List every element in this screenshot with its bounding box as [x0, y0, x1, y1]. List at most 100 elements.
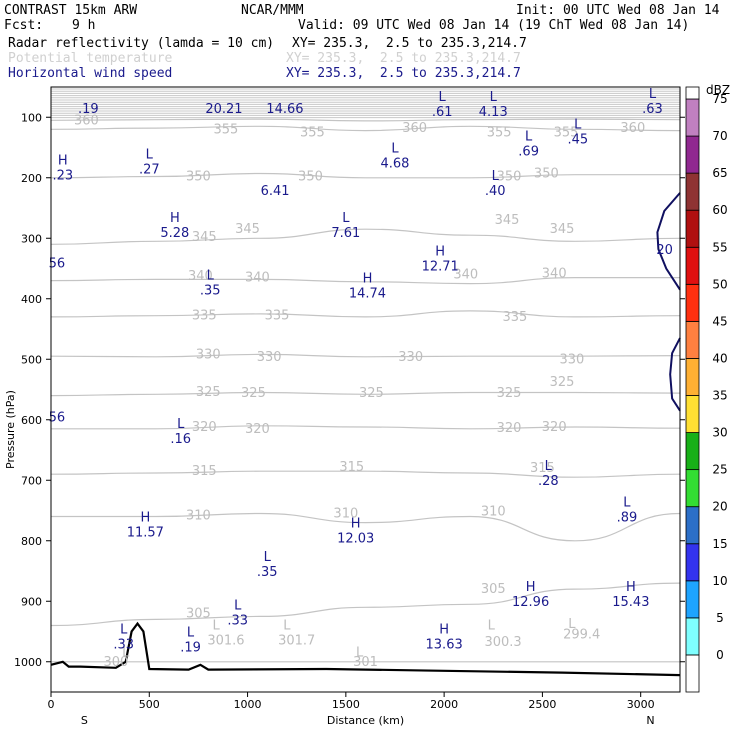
colorbar-segment — [685, 320, 700, 359]
wind-speed-value: .28 — [538, 474, 559, 489]
theta-label: 350 — [534, 167, 559, 182]
wind-speed-value: .27 — [139, 163, 160, 178]
wind-extremum-marker: H — [626, 580, 636, 595]
wind-extremum-marker: H — [363, 272, 373, 287]
axes: 100 200 300 400 500 600 700 800 900 1000 0 500 1000 1… — [4, 111, 685, 727]
theta-label: 301.6 — [207, 634, 244, 649]
theta-label: 305 — [186, 606, 211, 621]
theta-contour-330 — [50, 353, 681, 358]
x-axis-label: Distance (km) — [327, 714, 404, 727]
wind-speed-value: .19 — [78, 102, 99, 117]
colorbar-label: 45 — [712, 314, 727, 328]
theta-label: 355 — [214, 122, 239, 137]
theta-label: 315 — [530, 461, 555, 476]
colorbar-label: 0 — [716, 648, 724, 662]
field-wind-name: Horizontal wind speed — [8, 66, 173, 81]
wind-speed-value: .69 — [518, 144, 539, 159]
wind-speed-value: .16 — [170, 432, 191, 447]
x-tick-label: 1000 — [234, 698, 262, 711]
wind-extremum-marker: L — [490, 90, 498, 105]
model-title: CONTRAST 15km ARW — [4, 3, 138, 18]
colorbar-segment — [685, 246, 700, 285]
theta-label: 301 — [353, 655, 378, 670]
theta-contours — [50, 88, 681, 663]
wind-speed-value: .33 — [227, 613, 248, 628]
theta-label: 310 — [481, 505, 506, 520]
wind-speed-value: 56 — [49, 256, 66, 271]
theta-contour-360 — [50, 118, 681, 122]
wind-extremum-marker: H — [170, 211, 180, 226]
south-label: S — [81, 714, 88, 727]
reflectivity-contours: 20 — [656, 192, 681, 412]
colorbar-segment — [685, 469, 700, 508]
reflectivity-contour — [669, 337, 681, 412]
wind-speed-value: 20.21 — [205, 102, 242, 117]
wind-speed-value: 56 — [49, 411, 66, 426]
wind-speed-value: .61 — [432, 105, 453, 120]
colorbar-label: 20 — [712, 500, 727, 514]
theta-label: 330 — [257, 350, 282, 365]
wind-speed-value: 12.03 — [337, 532, 374, 547]
wind-extremum-marker: L — [525, 129, 533, 144]
wind-extremum-marker: L — [207, 269, 215, 284]
y-tick-label: 600 — [21, 414, 42, 427]
theta-contour-345 — [50, 228, 681, 245]
theta-label: 340 — [542, 266, 567, 281]
theta-extremum: L — [283, 618, 291, 633]
theta-label: 335 — [265, 309, 290, 324]
theta-label: 325 — [196, 385, 221, 400]
wind-speed-value: .23 — [52, 169, 73, 184]
theta-extremum: L — [488, 618, 496, 633]
colorbar-segment — [685, 358, 700, 396]
colorbar-label: 55 — [712, 240, 727, 254]
colorbar-segment — [685, 283, 700, 322]
theta-contour-315 — [50, 470, 681, 478]
wind-extremum-marker: L — [492, 169, 500, 184]
colorbar-label: 75 — [712, 92, 727, 106]
init-time: Init: 00 UTC Wed 08 Jan 14 — [516, 3, 720, 18]
colorbar-top-cap — [685, 86, 700, 100]
wind-extremum-marker: L — [391, 142, 399, 157]
theta-label: 345 — [235, 222, 260, 237]
theta-label: 310 — [333, 507, 358, 522]
wind-speed-value: .19 — [180, 641, 201, 656]
theta-label: 350 — [497, 170, 522, 185]
wind-extremum-marker: L — [439, 90, 447, 105]
colorbar-segment — [685, 654, 700, 693]
wind-speed-value: 12.71 — [422, 259, 459, 274]
colorbar-label: 35 — [712, 389, 727, 403]
wind-speed-value: .35 — [257, 565, 278, 580]
wind-extremum-marker: H — [58, 154, 68, 169]
wind-extremum-marker: L — [574, 117, 582, 132]
theta-contour-305 — [50, 582, 681, 627]
theta-extremum: L — [568, 617, 576, 632]
reflectivity-contour — [656, 192, 681, 291]
theta-label: 320 — [497, 421, 522, 436]
wind-speed-value: .35 — [200, 284, 221, 299]
wind-speed-value: .89 — [617, 511, 638, 526]
wind-speed-value: 15.43 — [612, 595, 649, 610]
forecast-label: Fcst: — [4, 18, 44, 33]
colorbar-segment — [685, 580, 700, 619]
theta-extremum: L — [356, 646, 364, 661]
plot-frame — [50, 86, 681, 693]
colorbar-segment — [685, 506, 700, 545]
theta-label: 315 — [339, 460, 364, 475]
wind-speed-value: 12.96 — [512, 595, 549, 610]
y-tick-label: 700 — [21, 474, 42, 487]
colorbar-segment — [685, 395, 700, 433]
theta-label: 325 — [550, 375, 575, 390]
organization: NCAR/MMM — [241, 3, 304, 18]
wind-speed-value: 4.13 — [479, 105, 508, 120]
theta-label: 325 — [497, 386, 522, 401]
theta-contour-355 — [50, 125, 681, 132]
wind-speed-value: .40 — [485, 184, 506, 199]
y-tick-label: 300 — [21, 232, 42, 245]
theta-label: 325 — [241, 386, 266, 401]
theta-label: 335 — [192, 309, 217, 324]
colorbar-label: 40 — [712, 351, 727, 365]
theta-contour-335 — [50, 310, 681, 318]
wind-extremum-marker: L — [623, 496, 631, 511]
theta-label: 315 — [192, 464, 217, 479]
theta-label: 345 — [495, 213, 520, 228]
